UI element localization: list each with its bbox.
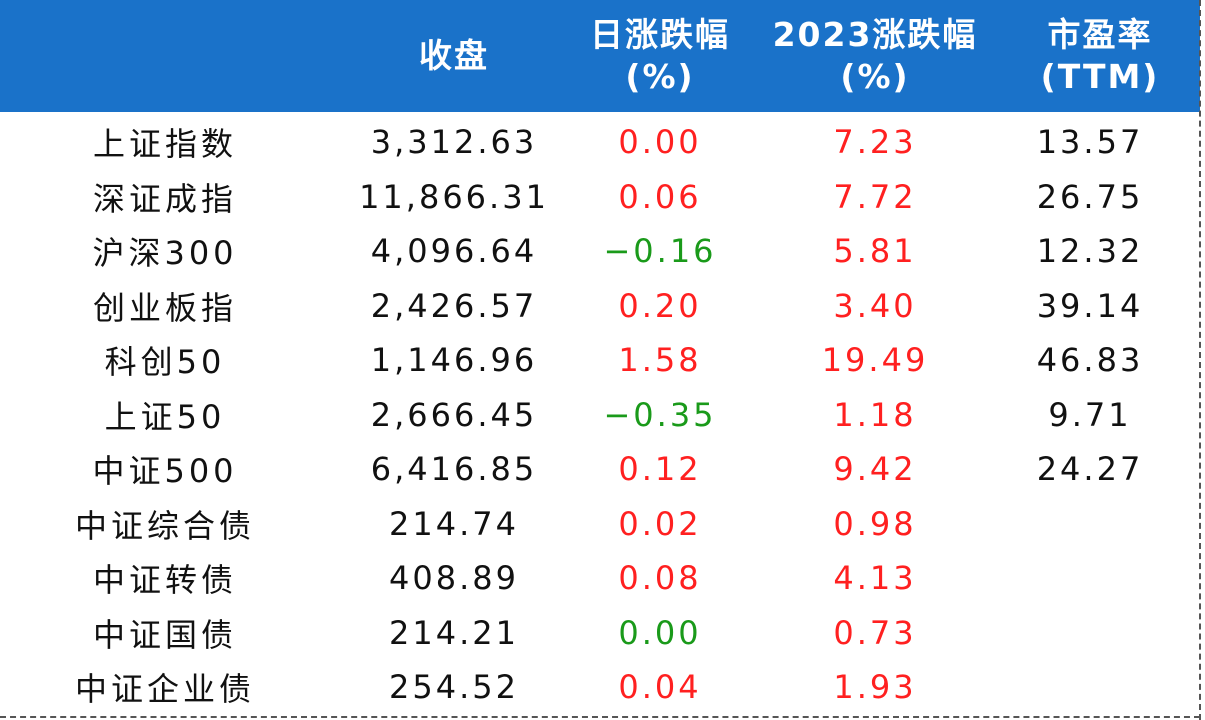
table-row: 中证国债 214.21 0.00 0.73 bbox=[0, 606, 1200, 661]
table-right-border bbox=[1199, 0, 1201, 720]
cell-close: 1,146.96 bbox=[370, 341, 538, 380]
cell-close: 11,866.31 bbox=[359, 177, 549, 216]
cell-name: 中证综合债 bbox=[74, 506, 255, 545]
header-pe-line2: (TTM) bbox=[1040, 57, 1160, 96]
cell-close: 6,416.85 bbox=[370, 450, 538, 489]
cell-name: 上证50 bbox=[104, 397, 226, 436]
cell-close: 2,666.45 bbox=[370, 395, 538, 434]
cell-daily: 0.00 bbox=[618, 123, 702, 162]
cell-ytd: 9.42 bbox=[833, 450, 917, 489]
table-row: 上证50 2,666.45 −0.35 1.18 9.71 bbox=[0, 388, 1200, 443]
cell-ytd: 19.49 bbox=[821, 341, 929, 380]
cell-pe: 26.75 bbox=[1036, 177, 1144, 216]
table-row: 中证500 6,416.85 0.12 9.42 24.27 bbox=[0, 442, 1200, 497]
cell-pe: 46.83 bbox=[1036, 341, 1144, 380]
table-row: 创业板指 2,426.57 0.20 3.40 39.14 bbox=[0, 279, 1200, 334]
header-ytd-line2: (%) bbox=[840, 57, 910, 96]
cell-ytd: 7.23 bbox=[833, 123, 917, 162]
cell-pe: 39.14 bbox=[1036, 286, 1144, 325]
cell-daily: −0.16 bbox=[603, 232, 717, 271]
cell-ytd: 1.93 bbox=[833, 668, 917, 707]
header-name bbox=[0, 0, 330, 112]
cell-name: 中证国债 bbox=[92, 615, 237, 654]
cell-close: 408.89 bbox=[389, 559, 519, 598]
cell-close: 214.21 bbox=[389, 613, 519, 652]
cell-name: 中证500 bbox=[92, 452, 238, 491]
cell-ytd: 0.73 bbox=[833, 613, 917, 652]
cell-pe bbox=[1000, 551, 1180, 606]
header-daily-line2: (%) bbox=[625, 57, 695, 96]
table-row: 中证企业债 254.52 0.04 1.93 bbox=[0, 660, 1200, 715]
cell-daily: −0.35 bbox=[603, 395, 717, 434]
cell-daily: 0.06 bbox=[618, 177, 702, 216]
cell-daily: 0.02 bbox=[618, 504, 702, 543]
table-bottom-border bbox=[0, 716, 1200, 718]
table-row: 中证转债 408.89 0.08 4.13 bbox=[0, 551, 1200, 606]
cell-ytd: 4.13 bbox=[833, 559, 917, 598]
cell-close: 3,312.63 bbox=[370, 123, 538, 162]
cell-name: 中证转债 bbox=[92, 561, 237, 600]
cell-ytd: 5.81 bbox=[833, 232, 917, 271]
header-pe-line1: 市盈率 bbox=[1047, 15, 1153, 54]
cell-daily: 0.20 bbox=[618, 286, 702, 325]
header-close: 收盘 bbox=[330, 0, 578, 112]
cell-pe bbox=[1000, 497, 1180, 552]
cell-name: 深证成指 bbox=[92, 179, 237, 218]
table-header: 收盘 日涨跌幅 (%) 2023涨跌幅 (%) 市盈率 (TTM) bbox=[0, 0, 1200, 112]
cell-name: 上证指数 bbox=[92, 125, 237, 164]
cell-pe: 9.71 bbox=[1048, 395, 1132, 434]
header-pe: 市盈率 (TTM) bbox=[1000, 0, 1200, 112]
cell-daily: 0.04 bbox=[618, 668, 702, 707]
header-ytd-change: 2023涨跌幅 (%) bbox=[752, 0, 998, 112]
cell-close: 4,096.64 bbox=[370, 232, 538, 271]
cell-close: 214.74 bbox=[389, 504, 519, 543]
cell-ytd: 3.40 bbox=[833, 286, 917, 325]
cell-pe: 12.32 bbox=[1036, 232, 1144, 271]
table-row: 沪深300 4,096.64 −0.16 5.81 12.32 bbox=[0, 224, 1200, 279]
cell-daily: 0.00 bbox=[618, 613, 702, 652]
header-ytd-line1: 2023涨跌幅 bbox=[772, 15, 978, 54]
cell-name: 沪深300 bbox=[92, 234, 238, 273]
cell-daily: 0.12 bbox=[618, 450, 702, 489]
header-daily-line1: 日涨跌幅 bbox=[590, 15, 730, 54]
cell-pe: 13.57 bbox=[1036, 123, 1144, 162]
cell-ytd: 7.72 bbox=[833, 177, 917, 216]
cell-ytd: 0.98 bbox=[833, 504, 917, 543]
table-row: 深证成指 11,866.31 0.06 7.72 26.75 bbox=[0, 170, 1200, 225]
cell-pe bbox=[1000, 660, 1180, 715]
cell-name: 科创50 bbox=[104, 343, 226, 382]
cell-close: 2,426.57 bbox=[370, 286, 538, 325]
cell-name: 中证企业债 bbox=[74, 670, 255, 709]
table-row: 科创50 1,146.96 1.58 19.49 46.83 bbox=[0, 333, 1200, 388]
cell-pe: 24.27 bbox=[1036, 450, 1144, 489]
cell-pe bbox=[1000, 606, 1180, 661]
cell-daily: 1.58 bbox=[618, 341, 702, 380]
cell-close: 254.52 bbox=[389, 668, 519, 707]
cell-ytd: 1.18 bbox=[833, 395, 917, 434]
table-row: 上证指数 3,312.63 0.00 7.23 13.57 bbox=[0, 115, 1200, 170]
header-daily-change: 日涨跌幅 (%) bbox=[568, 0, 752, 112]
table-row: 中证综合债 214.74 0.02 0.98 bbox=[0, 497, 1200, 552]
cell-daily: 0.08 bbox=[618, 559, 702, 598]
header-close-label: 收盘 bbox=[419, 36, 489, 75]
cell-name: 创业板指 bbox=[92, 288, 237, 327]
